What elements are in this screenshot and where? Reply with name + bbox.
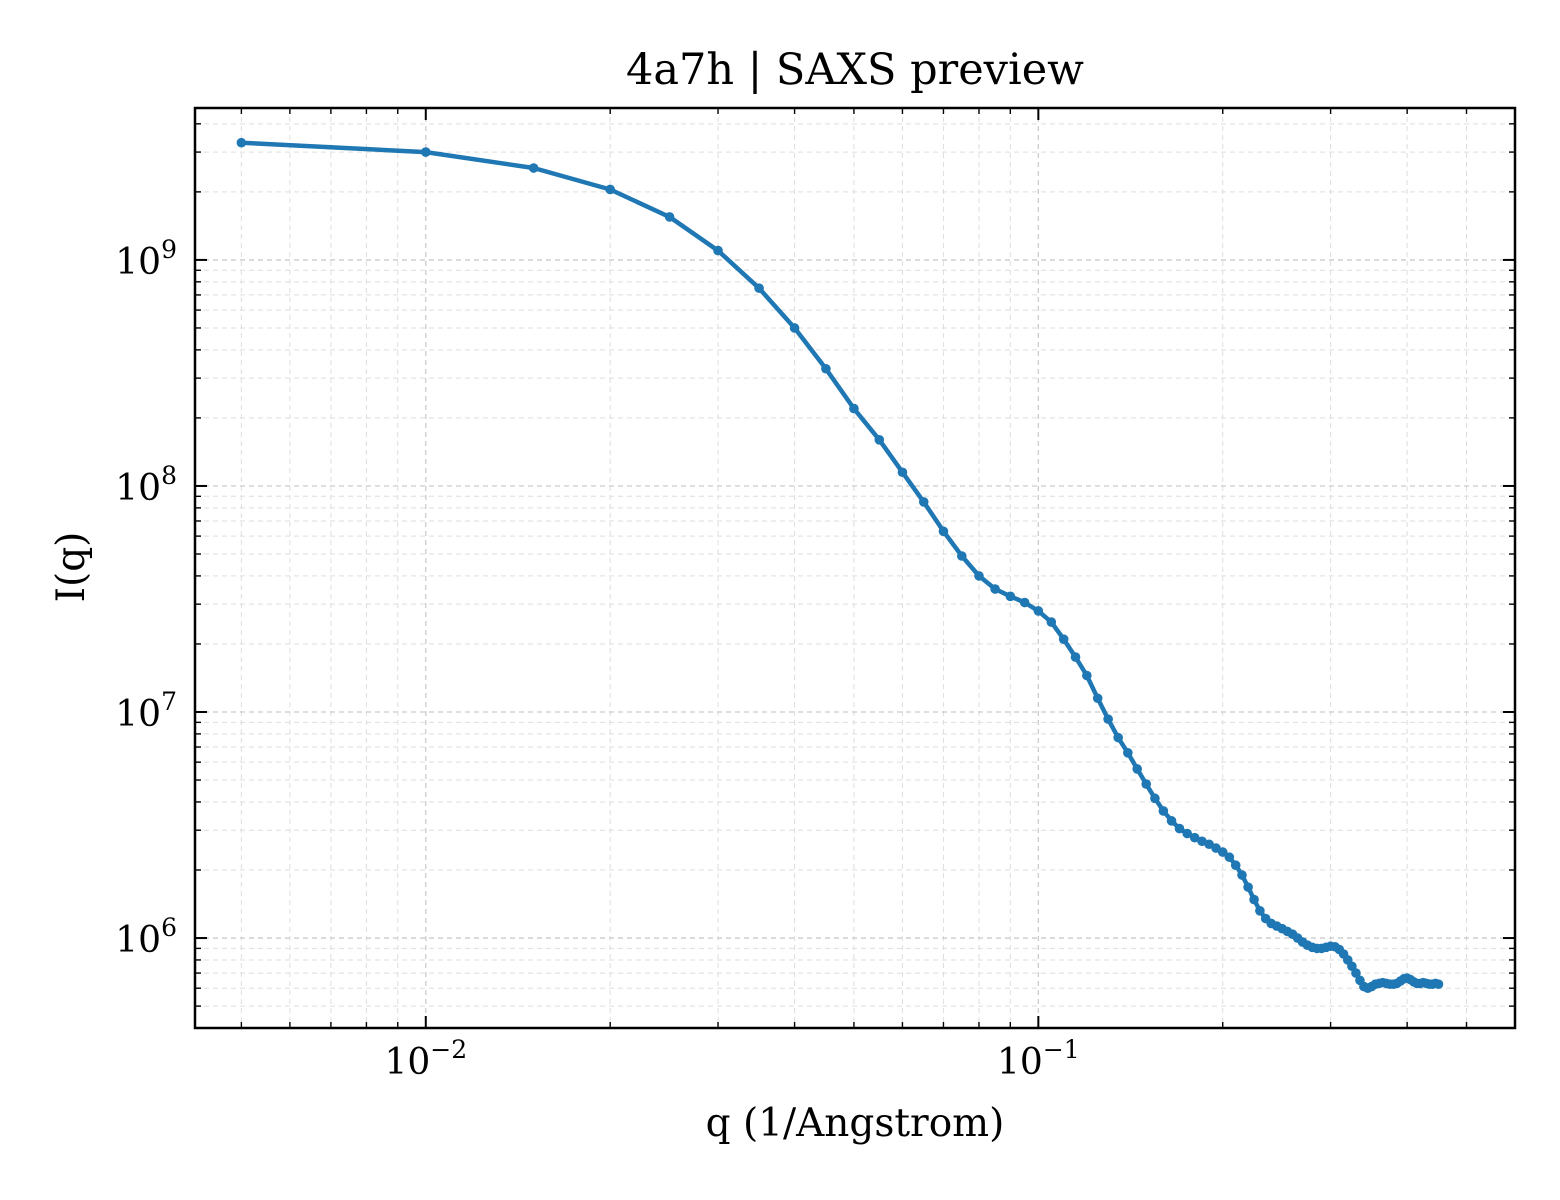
y-tick-label: 107 bbox=[115, 687, 177, 735]
data-point bbox=[1224, 852, 1235, 862]
data-point bbox=[1113, 732, 1123, 743]
data-point bbox=[1255, 905, 1265, 916]
y-tick-label: 108 bbox=[115, 461, 177, 509]
data-point bbox=[1082, 670, 1092, 681]
data-point bbox=[1174, 823, 1185, 834]
data-point bbox=[1019, 597, 1030, 608]
tick-labels: 10−2 10−1 106 107 108 109 bbox=[115, 235, 1079, 1083]
data-point bbox=[1158, 806, 1169, 816]
data-point bbox=[849, 403, 859, 414]
data-point bbox=[1033, 606, 1044, 616]
data-point bbox=[1351, 968, 1361, 978]
data-point bbox=[713, 245, 723, 256]
data-point bbox=[605, 184, 615, 195]
data-point bbox=[1182, 828, 1193, 839]
data-point bbox=[754, 283, 764, 293]
data-point bbox=[1217, 847, 1228, 857]
y-tick-label: 109 bbox=[115, 235, 177, 283]
y-tick-label: 106 bbox=[115, 913, 177, 961]
grid-lines bbox=[195, 108, 1516, 1029]
x-tick-label: 10−1 bbox=[997, 1035, 1080, 1083]
data-point bbox=[990, 584, 1000, 594]
data-point bbox=[1092, 693, 1103, 704]
data-point bbox=[1237, 870, 1247, 880]
data-point bbox=[1243, 882, 1253, 892]
data-point bbox=[1141, 779, 1152, 789]
data-point bbox=[938, 526, 949, 537]
data-point bbox=[1433, 979, 1444, 989]
data-point bbox=[528, 163, 539, 173]
data-point bbox=[1132, 764, 1142, 774]
data-point bbox=[1103, 714, 1113, 724]
data-point bbox=[420, 147, 431, 157]
data-point bbox=[974, 571, 984, 581]
y-axis-label: I(q) bbox=[49, 532, 94, 603]
data-series bbox=[236, 137, 1444, 993]
data-point bbox=[918, 497, 929, 507]
chart-title: 4a7h | SAXS preview bbox=[626, 45, 1084, 95]
data-point bbox=[897, 467, 908, 478]
data-point bbox=[1058, 634, 1069, 644]
data-point bbox=[1123, 747, 1133, 758]
x-tick-label: 10−2 bbox=[384, 1035, 467, 1083]
data-point bbox=[874, 435, 885, 445]
plot-frame bbox=[193, 106, 1517, 1030]
data-point bbox=[1230, 860, 1241, 871]
data-point bbox=[1150, 793, 1160, 804]
data-point bbox=[664, 212, 675, 222]
data-point bbox=[1249, 894, 1259, 905]
data-point bbox=[1070, 652, 1081, 662]
data-point bbox=[789, 323, 800, 333]
data-point bbox=[236, 137, 247, 148]
data-point bbox=[1189, 832, 1200, 843]
data-point bbox=[1046, 617, 1057, 627]
data-point bbox=[821, 363, 831, 374]
data-point bbox=[957, 551, 967, 561]
data-point bbox=[1166, 816, 1177, 826]
data-point bbox=[1005, 591, 1016, 602]
x-axis-label: q (1/Angstrom) bbox=[706, 1101, 1005, 1146]
